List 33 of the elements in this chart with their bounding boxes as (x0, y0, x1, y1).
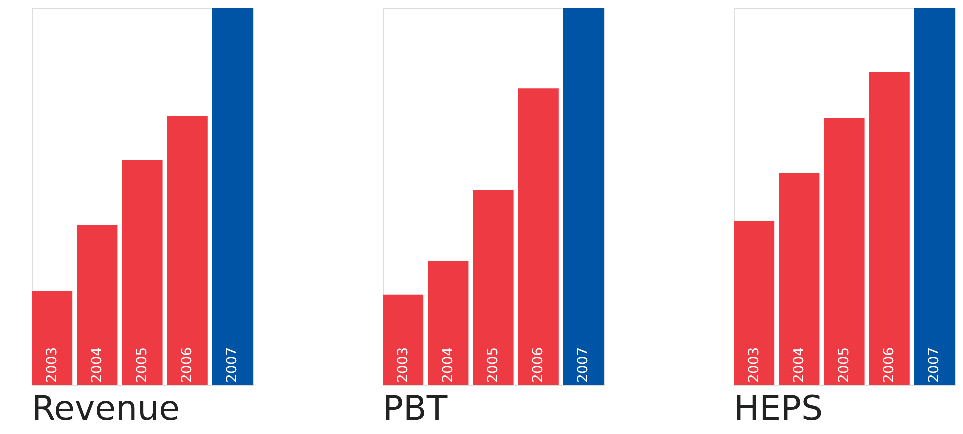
x-tick-label: 2005 (134, 347, 150, 383)
bar (428, 261, 469, 385)
x-tick-label: 2006 (530, 347, 547, 383)
x-tick-label: 2005 (836, 347, 852, 383)
bar (869, 72, 910, 385)
x-tick-label: 2004 (791, 347, 808, 383)
x-tick-label: 2004 (440, 347, 456, 383)
x-tick-label: 2004 (89, 347, 106, 383)
x-tick-label: 2003 (395, 347, 412, 383)
bar (824, 118, 865, 385)
x-tick-label: 2007 (576, 347, 592, 383)
x-tick-label: 2005 (486, 347, 502, 383)
bar (473, 190, 514, 385)
text: Revenue (32, 389, 180, 429)
bar (734, 221, 775, 385)
bar (167, 116, 208, 385)
bar (122, 160, 163, 385)
bar (77, 225, 118, 385)
x-tick-label: 2003 (746, 347, 762, 383)
bar (914, 8, 955, 385)
x-tick-label: 2007 (224, 347, 241, 383)
bar (212, 8, 253, 385)
bar (518, 88, 559, 385)
bar (779, 173, 820, 385)
bar (563, 8, 604, 385)
bar (383, 294, 424, 385)
text: HEPS (734, 389, 824, 429)
bar (32, 291, 73, 385)
x-tick-label: 2003 (44, 347, 60, 383)
x-tick-label: 2006 (180, 347, 196, 383)
x-tick-label: 2006 (882, 347, 898, 383)
text: PBT (383, 389, 448, 429)
x-tick-label: 2007 (926, 347, 943, 383)
